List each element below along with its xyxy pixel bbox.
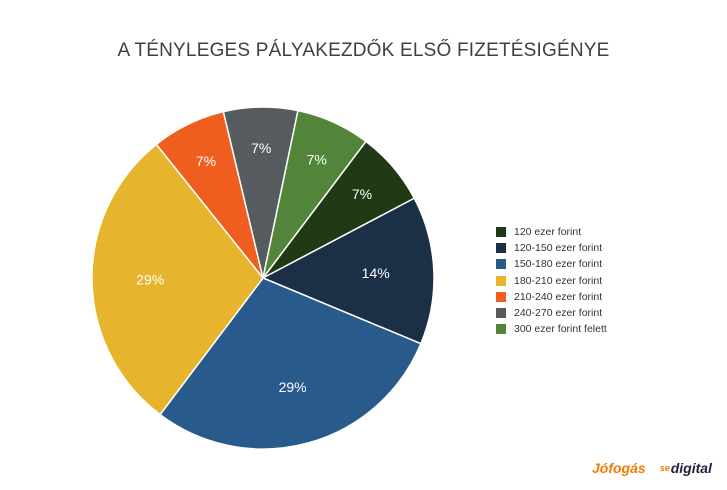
legend-item-4: 180-210 ezer forint — [496, 273, 607, 289]
legend-label: 210-240 ezer forint — [514, 290, 603, 303]
legend-swatch — [496, 227, 506, 238]
legend-item-3: 150-180 ezer forint — [496, 256, 607, 272]
jofogas-logo: Jófogás — [592, 460, 646, 476]
digital-logo-text: digital — [670, 460, 712, 476]
pie-slice-4 — [91, 143, 264, 416]
legend-item-2: 120-150 ezer forint — [496, 240, 607, 256]
pie-slice-label-1: 7% — [352, 186, 372, 202]
pie-slice-label-7: 7% — [307, 152, 327, 168]
legend-item-5: 210-240 ezer forint — [496, 289, 607, 305]
pie-slice-3 — [159, 277, 422, 450]
pie-slice-7 — [262, 109, 367, 279]
legend-label: 240-270 ezer forint — [514, 307, 603, 320]
legend-label: 150-180 ezer forint — [514, 258, 603, 271]
legend-label: 120-150 ezer forint — [514, 242, 603, 255]
pie-slice-label-3: 29% — [279, 379, 307, 395]
legend-swatch — [496, 275, 506, 286]
pie-slice-label-2: 14% — [362, 265, 390, 281]
legend-item-7: 300 ezer forint felett — [496, 321, 607, 337]
legend-item-1: 120 ezer forint — [496, 224, 607, 240]
legend-swatch — [496, 308, 506, 319]
legend-label: 120 ezer forint — [514, 226, 582, 239]
legend-swatch — [496, 291, 506, 302]
legend-swatch — [496, 259, 506, 270]
chart-legend: 120 ezer forint 120-150 ezer forint 150-18… — [496, 224, 607, 337]
legend-swatch — [496, 324, 506, 335]
legend-label: 180-210 ezer forint — [514, 274, 603, 287]
brand-logos: Jófogás se digital — [592, 460, 712, 476]
pie-slice-label-6: 7% — [251, 140, 271, 156]
legend-label: 300 ezer forint felett — [514, 323, 607, 336]
legend-swatch — [496, 243, 506, 254]
pie-slice-label-5: 7% — [196, 153, 216, 169]
digital-logo: se digital — [660, 460, 712, 476]
chart-title: A TÉNYLEGES PÁLYAKEZDŐK ELSŐ FIZETÉSIGÉN… — [117, 40, 610, 61]
digital-logo-mark: se — [659, 463, 670, 473]
pie-slice-label-4: 29% — [136, 272, 164, 288]
legend-item-6: 240-270 ezer forint — [496, 305, 607, 321]
pie-slice-2 — [261, 197, 435, 345]
